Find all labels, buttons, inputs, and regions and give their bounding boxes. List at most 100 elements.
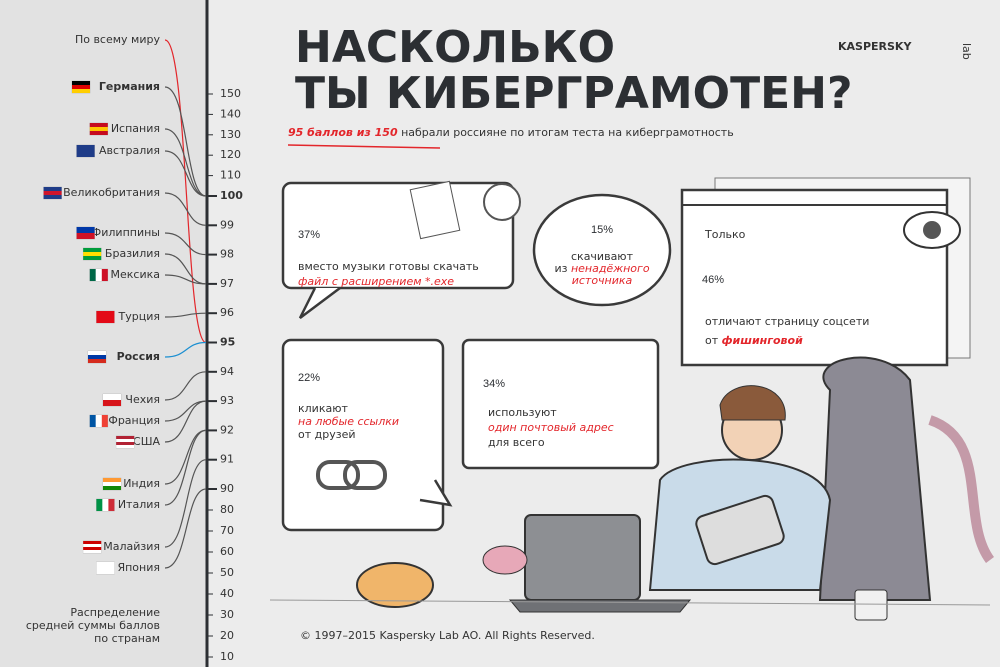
card-highlight: источника [572, 274, 633, 287]
flag-stripe [83, 547, 102, 550]
sidebar [0, 0, 207, 667]
tick-label: 99 [220, 218, 234, 231]
flag-stripe [96, 311, 115, 323]
flag-stripe [89, 123, 108, 127]
tick-label: 70 [220, 524, 234, 537]
percent: 46% [702, 274, 724, 286]
connector [164, 232, 207, 256]
tick-label: 50 [220, 566, 234, 579]
flag-stripe [108, 499, 115, 511]
connector [164, 371, 207, 401]
flag-stripe [116, 436, 135, 439]
flag-stripe [96, 562, 115, 574]
title: НАСКОЛЬКО [295, 22, 615, 73]
country-name: США [133, 435, 160, 448]
tick-label: 140 [220, 107, 241, 120]
flag-stripe [83, 550, 102, 553]
card-intro: Только [704, 228, 746, 241]
subtitle-text: набрали россияне по итогам теста на кибе… [401, 126, 734, 139]
link-icon [316, 460, 360, 490]
flag-stripe [43, 191, 62, 195]
tick-label: 91 [220, 453, 234, 466]
flag-stripe [88, 351, 106, 355]
flag-stripe [103, 486, 121, 490]
connector [164, 39, 207, 344]
connector [164, 192, 207, 226]
card-highlight: фишинговой [722, 334, 803, 347]
bubble [532, 193, 672, 307]
flag-stripe [88, 359, 106, 363]
flag-stripe [76, 149, 95, 153]
country-name: Япония [117, 561, 160, 574]
card-text: используют [488, 406, 557, 419]
tick-label: 110 [220, 169, 241, 182]
flag-stripe [103, 400, 121, 406]
country-name: Австралия [99, 144, 160, 157]
card-text: от фишинговой [705, 334, 803, 347]
country-name: Мексика [111, 268, 160, 281]
country-name: Испания [111, 122, 160, 135]
tick-label: 94 [220, 365, 234, 378]
scale-note: средней суммы баллов [26, 619, 160, 632]
bubble-tail [419, 479, 453, 507]
scale: 150 140 130 120 110 100 99 98 97 96 95 94 93 92 91 90 80… [207, 87, 243, 663]
card-text: для всего [488, 436, 545, 449]
monster [818, 356, 932, 601]
percent: 22% [298, 372, 320, 384]
country-name: Великобритания [63, 186, 160, 199]
country-name: Чехия [125, 393, 160, 406]
tick-label: 60 [220, 545, 234, 558]
flag-stripe [76, 227, 95, 233]
percent: 37% [298, 229, 320, 241]
flag-stripe [83, 252, 102, 256]
laptop [524, 514, 641, 601]
connector [164, 274, 207, 285]
subtitle-highlight: 95 баллов из 150 [288, 126, 398, 139]
card-highlight: файл с расширением *.exe [298, 275, 454, 288]
mug [854, 589, 888, 621]
card-text: из ненадёжного [554, 262, 649, 275]
tick-label: 92 [220, 423, 234, 436]
tick-label: 150 [220, 87, 241, 100]
card-highlight: на любые ссылки [298, 415, 399, 428]
tick-label: 98 [220, 248, 234, 261]
connector [164, 459, 207, 548]
flag-stripe [95, 269, 102, 281]
flag-stripe [89, 131, 108, 135]
flag-stripe [89, 127, 108, 131]
window [680, 188, 949, 367]
connector [164, 150, 207, 197]
country-name: Франция [108, 414, 160, 427]
file-icon [409, 180, 461, 240]
country-name: Бразилия [105, 247, 160, 260]
country-name: По всему миру [75, 33, 161, 46]
tick-label: 130 [220, 128, 241, 141]
flag-stripe [83, 256, 102, 260]
card [461, 338, 660, 470]
flag-stripe [116, 442, 135, 445]
connector [164, 488, 207, 569]
connector [164, 128, 207, 197]
card-text: отличают страницу соцсети [705, 315, 869, 328]
tick-label: 120 [220, 148, 241, 161]
floor [269, 599, 991, 606]
country-name: Малайзия [103, 540, 160, 553]
flag-stripe [83, 541, 102, 544]
connector [164, 86, 207, 197]
flag-stripe [89, 415, 96, 427]
flag-stripe [72, 81, 90, 85]
connector [164, 400, 207, 443]
flag-stripe [43, 187, 62, 191]
underline [287, 144, 441, 149]
flag-stripe [89, 269, 96, 281]
scale-note: по странам [94, 632, 160, 645]
flag-stripe [83, 248, 102, 252]
tick-label: 100 [220, 189, 243, 202]
card-prefix: от [705, 334, 719, 347]
logo-suffix: lab [960, 43, 973, 60]
connector [164, 341, 207, 358]
tick-label: 96 [220, 306, 234, 319]
card-text: от друзей [298, 428, 356, 441]
tick-label: 40 [220, 587, 234, 600]
